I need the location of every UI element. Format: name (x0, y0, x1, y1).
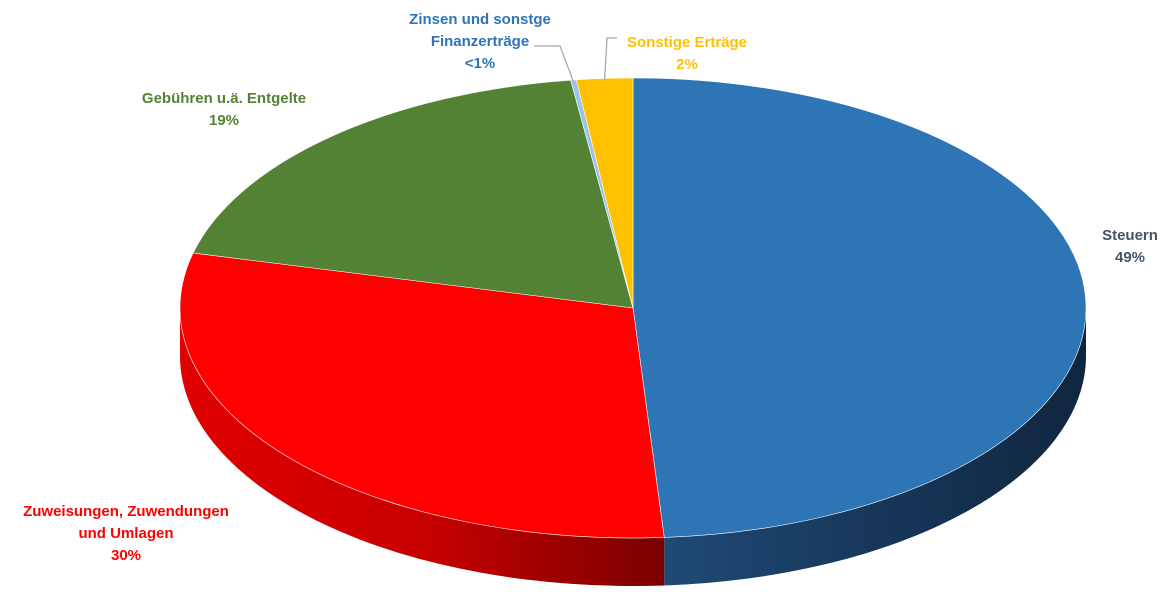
data-label-zuweisungen-zuwendungen-und-umlagen: Zuweisungen, Zuwendungen und Umlagen 30% (23, 503, 229, 564)
pie-sides (180, 308, 1086, 586)
data-label-sonstige-ertr-ge: Sonstige Erträge 2% (627, 34, 747, 73)
pie-side-steuern (664, 308, 1086, 586)
data-label-steuern: Steuern 49% (1102, 227, 1158, 266)
pie-slice-steuern (632, 77, 1087, 538)
data-label-geb-hren-u-entgelte: Gebühren u.ä. Entgelte 19% (142, 90, 306, 129)
leader-line-sonstige-ertr-ge (604, 37, 617, 81)
leader-lines (534, 37, 617, 83)
pie-slice-zuweisungen-zuwendungen-und-umlagen (179, 252, 665, 539)
leader-line-zinsen-und-sonstge-finanzertr-ge (534, 45, 575, 83)
data-label-zinsen-und-sonstge-finanzertr-ge: Zinsen und sonstge Finanzerträge <1% (409, 11, 551, 72)
data-labels: Steuern 49% Zuweisungen, Zuwendungen und Um… (23, 11, 1158, 564)
pie-slice-geb-hren-u-entgelte (192, 79, 634, 309)
pie-slices (179, 77, 1087, 539)
pie-side-zuweisungen-zuwendungen-und-umlagen (180, 308, 665, 586)
